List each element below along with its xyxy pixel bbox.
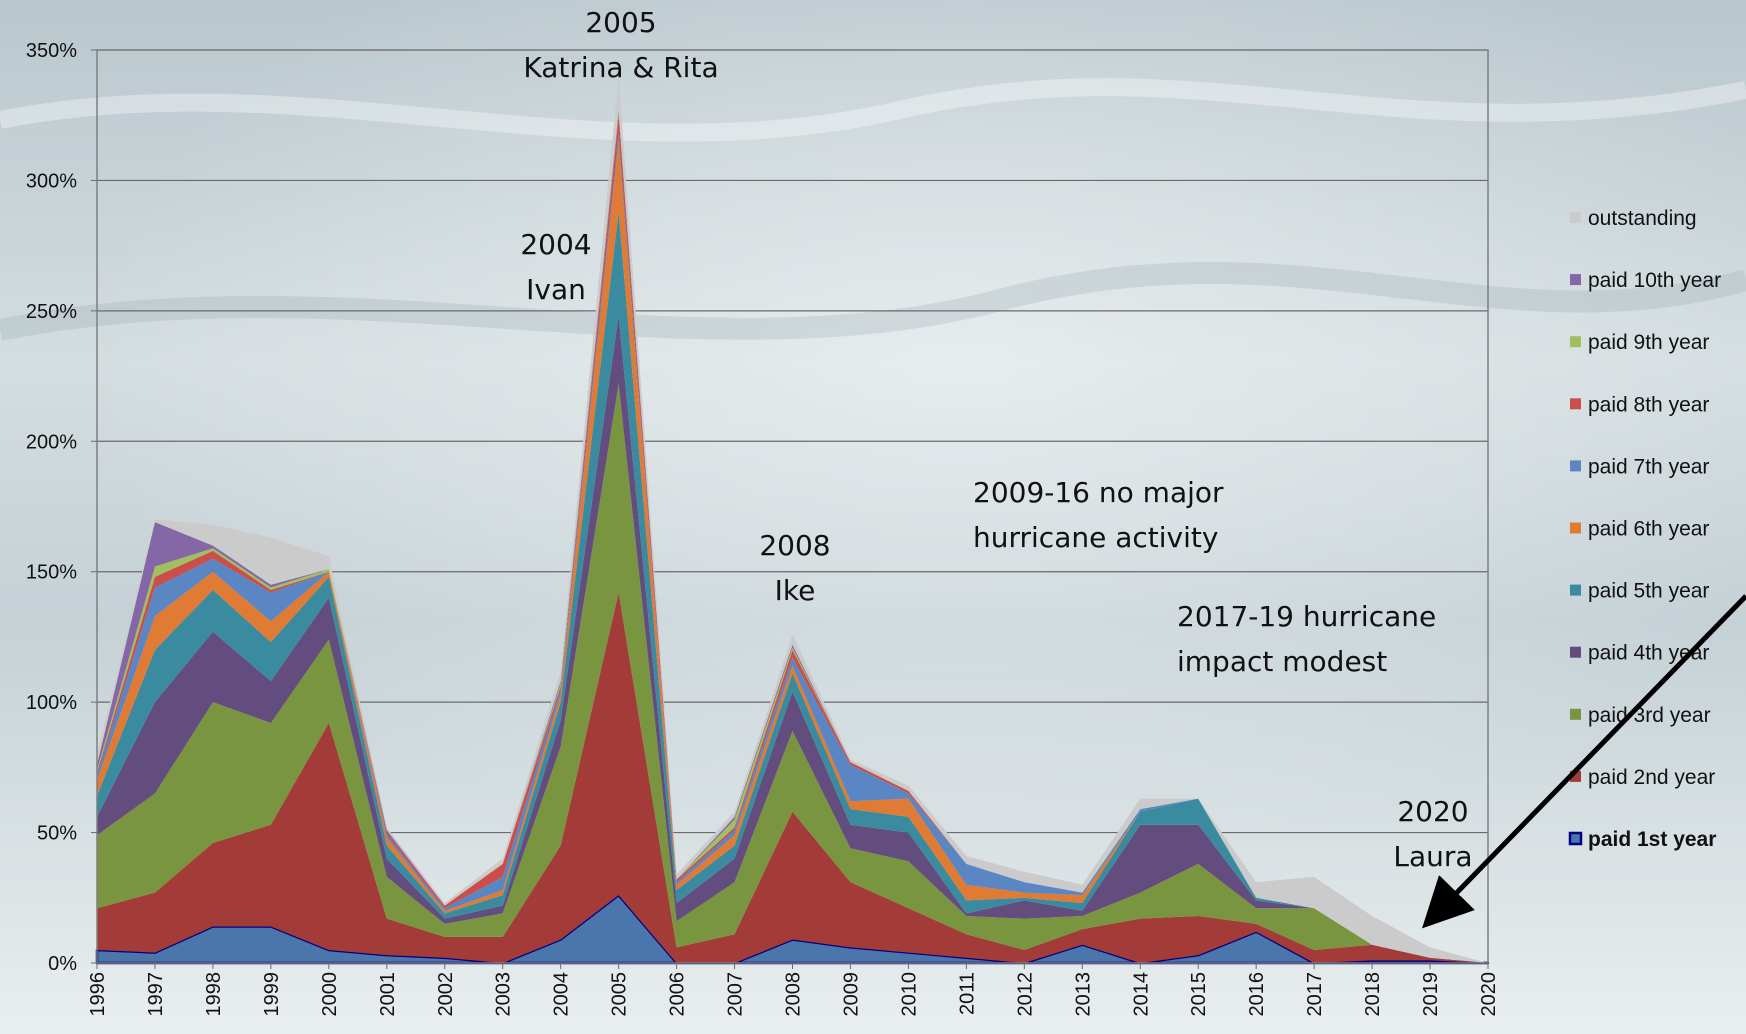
legend-swatch	[1570, 646, 1581, 658]
x-tick-label: 2010	[898, 972, 920, 1017]
wave	[0, 78, 1746, 142]
annotation: hurricane activity	[973, 521, 1218, 554]
x-tick-label: 2019	[1420, 972, 1442, 1017]
legend-swatch	[1570, 212, 1581, 223]
x-tick-label: 2001	[377, 972, 399, 1017]
annotation: 2009-16 no major	[973, 476, 1224, 509]
x-tick-label: 2007	[725, 972, 747, 1017]
annotation: 2020	[1397, 795, 1468, 828]
legend-label: paid 5th year	[1588, 580, 1709, 603]
legend-swatch	[1570, 274, 1581, 286]
x-tick-label: 2012	[1014, 972, 1036, 1017]
y-tick-label: 300%	[26, 170, 77, 192]
legend-swatch	[1570, 398, 1581, 410]
y-tick-label: 350%	[26, 40, 77, 62]
x-tick-label: 2013	[1072, 972, 1094, 1017]
y-tick-label: 150%	[26, 562, 77, 584]
x-tick-label: 1997	[145, 972, 167, 1017]
legend-label: paid 3rd year	[1588, 704, 1711, 727]
legend: paid 1st year paid 2nd year paid 3rd year p…	[1568, 207, 1721, 851]
x-tick-label: 1996	[87, 972, 109, 1017]
wave	[0, 262, 1746, 341]
legend-label: outstanding	[1588, 207, 1697, 230]
y-tick-label: 0%	[48, 953, 77, 975]
area	[97, 592, 1488, 963]
legend-label: paid 1st year	[1588, 828, 1716, 851]
annotation: 2017-19 hurricane	[1177, 600, 1436, 633]
x-tick-label: 2018	[1362, 972, 1384, 1017]
y-tick-label: 100%	[26, 692, 77, 714]
x-tick-label: 2003	[493, 972, 515, 1017]
y-tick-label: 250%	[26, 301, 77, 323]
annotation: 2008	[759, 529, 830, 562]
x-tick-label: 2020	[1478, 972, 1500, 1017]
annotation: 2005	[585, 6, 656, 39]
legend-swatch	[1570, 708, 1581, 720]
x-tick-label: 2008	[783, 972, 805, 1017]
annotation: Ivan	[526, 273, 586, 306]
legend-swatch	[1568, 831, 1583, 846]
x-tick-label: 2002	[435, 972, 457, 1017]
x-tick-label: 2017	[1304, 972, 1326, 1017]
annotation: impact modest	[1177, 645, 1387, 678]
legend-swatch	[1570, 460, 1581, 472]
y-tick-label: 200%	[26, 431, 77, 453]
legend-label: paid 9th year	[1588, 331, 1709, 354]
legend-swatch	[1570, 770, 1581, 782]
x-tick-label: 2006	[667, 972, 689, 1017]
y-tick-label: 50%	[37, 823, 77, 845]
annotation: Katrina & Rita	[523, 51, 718, 84]
annotation: 2004	[520, 228, 591, 261]
legend-label: paid 7th year	[1588, 455, 1709, 478]
legend-label: paid 2nd year	[1588, 766, 1715, 789]
x-tick-label: 2015	[1188, 972, 1210, 1017]
annotation: Ike	[775, 574, 816, 607]
labels: 0% 50% 100% 150% 200% 250% 300% 350% 1996 1997 199…	[26, 40, 1500, 1017]
x-tick-label: 2011	[956, 972, 978, 1015]
x-tick-label: 1998	[203, 972, 225, 1017]
legend-swatch	[1570, 584, 1581, 596]
x-tick-label: 1999	[261, 972, 283, 1017]
x-tick-label: 2004	[551, 972, 573, 1017]
x-tick-label: 2014	[1130, 972, 1152, 1017]
x-tick-label: 2009	[840, 972, 862, 1017]
legend-swatch	[1570, 336, 1581, 348]
x-tick-label: 2016	[1246, 972, 1268, 1017]
annotation: Laura	[1393, 840, 1472, 873]
legend-label: paid 10th year	[1588, 269, 1721, 292]
x-tick-label: 2000	[319, 972, 341, 1017]
annotations: 2005 Katrina & Rita 2004 Ivan 2008 Ike 2009-16…	[520, 6, 1472, 873]
legend-label: paid 8th year	[1588, 393, 1709, 416]
arrow	[1422, 594, 1746, 929]
legend-swatch	[1570, 522, 1581, 534]
legend-label: paid 6th year	[1588, 518, 1709, 541]
legend-label: paid 4th year	[1588, 642, 1709, 665]
x-tick-label: 2005	[609, 972, 631, 1017]
